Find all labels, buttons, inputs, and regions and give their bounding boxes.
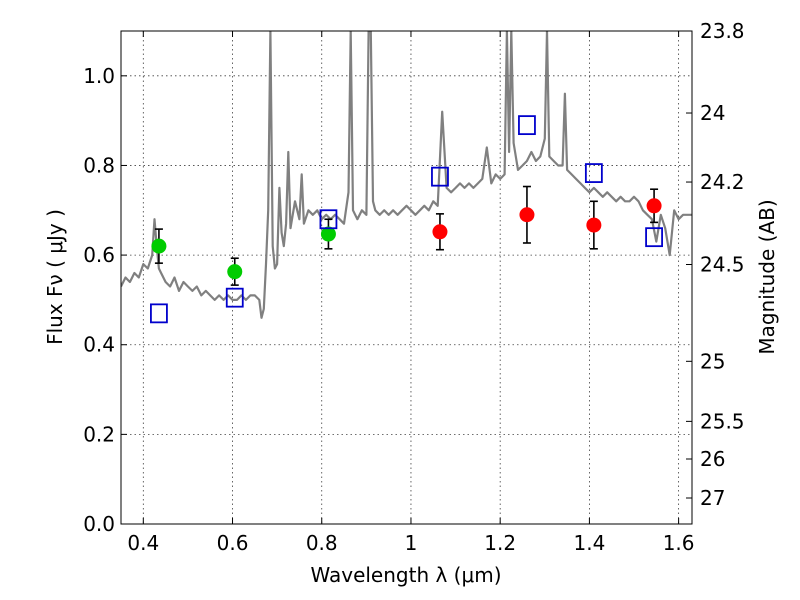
y-tick-label: 1.0	[83, 64, 115, 88]
y-tick-label: 0.6	[83, 243, 115, 267]
model-square	[645, 227, 663, 248]
y2-tick-label: 25	[700, 349, 725, 373]
data-point	[320, 226, 336, 242]
y-tick-label: 0.2	[83, 422, 115, 446]
y2-tick-label: 24	[700, 101, 725, 125]
axis-ticks	[121, 30, 692, 525]
model-square	[584, 163, 603, 183]
data-point	[646, 198, 662, 214]
tick-labels: 0.4 0.6 0.8 1 1.2 1.4 1.6 0.0 0.2 0.4 0.6 0.8 1.0 23.…	[83, 19, 744, 555]
x-axis-title: Wavelength λ (μm)	[310, 563, 501, 587]
model-square	[150, 303, 168, 324]
y2-axis-title: Magnitude (AB)	[755, 199, 779, 354]
y-axis-title: Flux Fν ( μJy )	[43, 209, 67, 345]
data-point	[519, 207, 535, 223]
data-point	[151, 238, 167, 254]
model-square	[431, 166, 449, 187]
spectrum-series	[121, 31, 692, 319]
x-tick-label: 1.2	[484, 531, 516, 555]
y-tick-label: 0.8	[83, 153, 115, 177]
spectrum-line	[121, 31, 692, 319]
model-square	[225, 287, 244, 308]
x-tick-label: 1.4	[573, 531, 605, 555]
plot-frame	[120, 30, 693, 525]
x-tick-label: 0.8	[306, 531, 338, 555]
model-square	[518, 115, 536, 136]
y-tick-label: 0.4	[83, 333, 115, 357]
model-square	[319, 209, 338, 230]
y-tick-label: 0.0	[83, 512, 115, 536]
y2-tick-label: 26	[700, 447, 725, 471]
y2-tick-label: 25.5	[700, 409, 745, 433]
gridlines	[121, 31, 692, 525]
x-tick-label: 1	[405, 531, 418, 555]
data-point	[227, 264, 243, 280]
x-tick-label: 0.4	[127, 531, 159, 555]
y2-tick-label: 24.5	[700, 253, 745, 277]
x-tick-label: 1.6	[663, 531, 695, 555]
y2-tick-label: 24.2	[700, 170, 745, 194]
data-point	[586, 217, 602, 233]
y2-tick-label: 27	[700, 486, 725, 510]
y2-tick-label: 23.8	[700, 19, 745, 43]
data-point	[432, 224, 448, 240]
data-points	[150, 115, 663, 324]
x-tick-label: 0.6	[217, 531, 249, 555]
